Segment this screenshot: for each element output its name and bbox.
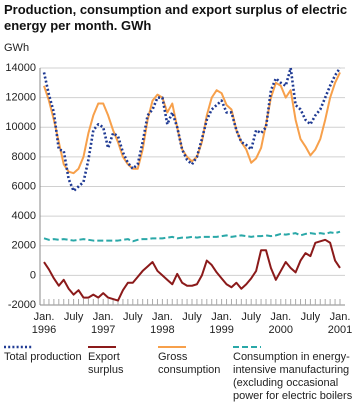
x-year-label: 1999 bbox=[209, 324, 233, 336]
legend-swatch bbox=[88, 346, 116, 348]
legend-swatch bbox=[158, 346, 186, 348]
legend-item: Consumption in energy-intensive manufact… bbox=[233, 344, 353, 403]
x-tick-label: Jan. bbox=[93, 311, 114, 323]
series-line bbox=[43, 230, 341, 243]
series-line bbox=[43, 72, 341, 175]
y-axis-label: GWh bbox=[4, 42, 29, 54]
x-year-label: 2001 bbox=[328, 324, 352, 336]
y-tick-label: 6000 bbox=[12, 180, 36, 192]
y-tick-label: 4000 bbox=[12, 210, 36, 222]
x-tick-label: Jan. bbox=[34, 311, 55, 323]
x-tick-label: Jan. bbox=[330, 311, 351, 323]
legend-label: Gross consumption bbox=[158, 351, 221, 376]
legend-swatch bbox=[233, 346, 261, 348]
y-tick-label: 14000 bbox=[5, 62, 36, 74]
x-tick-label: July bbox=[301, 311, 321, 323]
chart: GWh -2000 0 2000 4000 6000 8000 10000 12000 1400… bbox=[4, 42, 352, 336]
legend-label: Export surplus bbox=[88, 351, 124, 376]
y-tick-label: 2000 bbox=[12, 240, 36, 252]
x-year-label: 1997 bbox=[91, 324, 115, 336]
y-tick-label: 10000 bbox=[5, 121, 36, 133]
x-tick-label: Jan. bbox=[211, 311, 232, 323]
x-year-label: 2000 bbox=[269, 324, 293, 336]
x-year-label: 1996 bbox=[32, 324, 56, 336]
y-tick-label: 0 bbox=[30, 269, 36, 281]
x-year-label: 1998 bbox=[150, 324, 174, 336]
x-tick-label: July bbox=[182, 311, 202, 323]
x-tick-label: July bbox=[123, 311, 143, 323]
legend-label: Consumption in energy-intensive manufact… bbox=[233, 351, 353, 402]
y-tick-label: -2000 bbox=[8, 299, 36, 311]
x-tick-label: Jan. bbox=[270, 311, 291, 323]
series-line bbox=[42, 66, 342, 193]
y-tick-label: 12000 bbox=[5, 92, 36, 104]
legend-label: Total production bbox=[4, 351, 82, 363]
chart-title: Production, consumption and export surpl… bbox=[4, 2, 348, 33]
x-tick-label: July bbox=[241, 311, 261, 323]
legend: Total production Export surplus Gross cons… bbox=[0, 344, 355, 404]
legend-item: Export surplus bbox=[88, 344, 156, 377]
legend-item: Gross consumption bbox=[158, 344, 230, 377]
y-tick-label: 8000 bbox=[12, 151, 36, 163]
series-line bbox=[43, 238, 341, 302]
legend-item: Total production bbox=[4, 344, 84, 364]
legend-swatch bbox=[4, 345, 32, 349]
x-tick-label: July bbox=[64, 311, 84, 323]
x-tick-label: Jan. bbox=[152, 311, 173, 323]
